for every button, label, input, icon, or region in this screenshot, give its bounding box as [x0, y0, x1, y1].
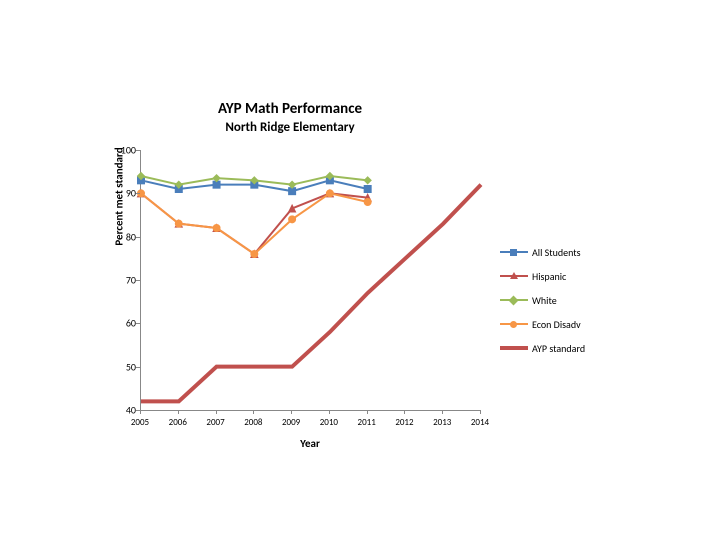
legend-label: All Students — [532, 246, 581, 259]
x-tick-mark — [329, 410, 330, 414]
legend-label: Econ Disadv — [532, 318, 581, 331]
series-line — [141, 185, 481, 402]
x-tick-label: 2005 — [120, 417, 160, 428]
chart-subtitle: North Ridge Elementary — [100, 120, 480, 135]
series-marker — [289, 216, 296, 223]
legend-item: AYP standard — [500, 336, 650, 360]
x-tick-mark — [216, 410, 217, 414]
y-tick-mark — [136, 237, 140, 238]
series-marker — [364, 177, 371, 184]
series-marker — [213, 175, 220, 182]
x-tick-label: 2012 — [384, 417, 424, 428]
x-tick-label: 2007 — [196, 417, 236, 428]
legend-swatch — [500, 246, 528, 258]
y-tick-label: 60 — [110, 317, 136, 330]
y-tick-label: 50 — [110, 360, 136, 373]
x-tick-mark — [140, 410, 141, 414]
y-tick-mark — [136, 193, 140, 194]
x-axis-label: Year — [140, 437, 480, 450]
plot-area — [140, 150, 481, 411]
legend-swatch — [500, 318, 528, 330]
chart-title: AYP Math Performance — [100, 100, 480, 118]
series-marker — [364, 199, 371, 206]
x-tick-mark — [367, 410, 368, 414]
series-svg — [141, 150, 481, 410]
legend-label: Hispanic — [532, 270, 566, 283]
x-tick-mark — [253, 410, 254, 414]
series-marker — [175, 220, 182, 227]
legend-label: White — [532, 294, 557, 307]
y-tick-mark — [136, 150, 140, 151]
x-tick-label: 2008 — [233, 417, 273, 428]
legend-item: Hispanic — [500, 264, 650, 288]
legend-item: Econ Disadv — [500, 312, 650, 336]
chart-container: AYP Math Performance North Ridge Element… — [100, 110, 660, 460]
x-tick-mark — [404, 410, 405, 414]
x-tick-label: 2009 — [271, 417, 311, 428]
y-tick-label: 90 — [110, 187, 136, 200]
legend-item: White — [500, 288, 650, 312]
y-tick-label: 70 — [110, 274, 136, 287]
legend: All Students Hispanic White Econ Disadv AYP … — [500, 240, 650, 360]
x-tick-label: 2014 — [460, 417, 500, 428]
legend-swatch — [500, 270, 528, 282]
series-marker — [213, 225, 220, 232]
legend-swatch — [500, 294, 528, 306]
x-tick-label: 2006 — [158, 417, 198, 428]
y-tick-label: 40 — [110, 404, 136, 417]
legend-label: AYP standard — [532, 342, 585, 355]
legend-swatch — [500, 342, 528, 354]
y-tick-mark — [136, 323, 140, 324]
series-marker — [364, 186, 371, 193]
series-marker — [326, 190, 333, 197]
y-tick-mark — [136, 367, 140, 368]
x-tick-label: 2013 — [422, 417, 462, 428]
x-tick-label: 2010 — [309, 417, 349, 428]
x-tick-mark — [178, 410, 179, 414]
y-tick-label: 80 — [110, 230, 136, 243]
x-tick-mark — [291, 410, 292, 414]
y-tick-label: 100 — [110, 144, 136, 157]
x-tick-label: 2011 — [347, 417, 387, 428]
x-tick-mark — [442, 410, 443, 414]
x-tick-mark — [480, 410, 481, 414]
legend-item: All Students — [500, 240, 650, 264]
series-marker — [251, 251, 258, 258]
series-marker — [289, 181, 296, 188]
y-tick-mark — [136, 280, 140, 281]
